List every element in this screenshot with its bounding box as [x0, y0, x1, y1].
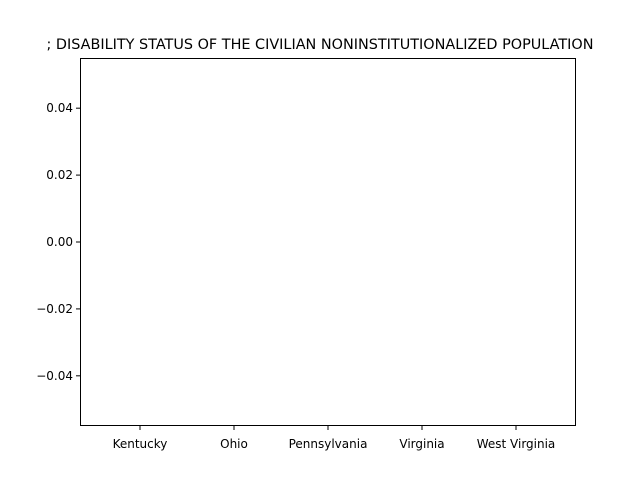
x-tick-label: Ohio — [220, 437, 248, 451]
x-tick-label: Pennsylvania — [289, 437, 368, 451]
x-tick-label: West Virginia — [477, 437, 556, 451]
y-tick-label: 0.00 — [46, 235, 73, 249]
plot-area-background — [80, 58, 576, 426]
y-tick-label: 0.04 — [46, 101, 73, 115]
chart-title: ; DISABILITY STATUS OF THE CIVILIAN NONI… — [47, 37, 594, 53]
axes-frame — [80, 58, 576, 426]
y-tick-label: −0.02 — [36, 302, 73, 316]
x-tick-label: Kentucky — [113, 437, 168, 451]
y-tick-label: 0.02 — [46, 168, 73, 182]
y-tick-label: −0.04 — [36, 369, 73, 383]
y-axis: 0.04 0.02 0.00 −0.02 −0.04 — [36, 101, 80, 383]
x-axis: Kentucky Ohio Pennsylvania Virginia West Vir… — [113, 426, 556, 451]
x-tick-label: Virginia — [399, 437, 444, 451]
